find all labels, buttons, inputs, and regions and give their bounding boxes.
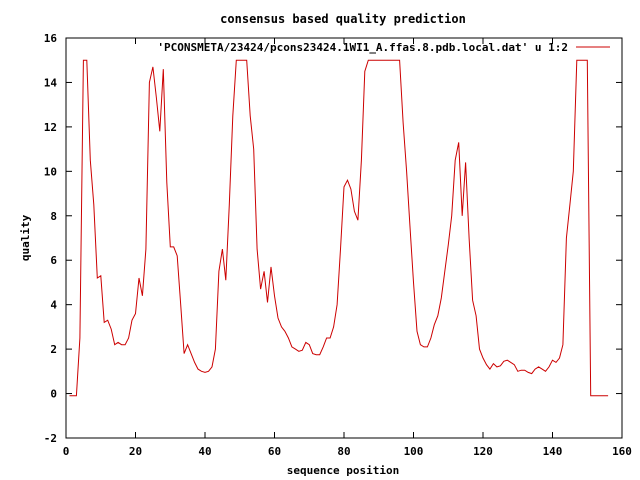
x-tick-label: 40 [198,445,211,458]
x-tick-label: 60 [268,445,281,458]
x-tick-label: 140 [543,445,563,458]
chart-title: consensus based quality prediction [220,12,466,26]
y-axis-label: quality [19,214,32,261]
x-tick-label: 160 [612,445,632,458]
y-tick-label: -2 [44,432,57,445]
x-tick-label: 80 [337,445,350,458]
y-axis: -2 0 2 4 6 8 10 12 14 16 [44,32,622,445]
legend: 'PCONSMETA/23424/pcons23424.1WI1_A.ffas.… [157,41,610,54]
x-axis: 0 20 40 60 80 100 120 140 160 [63,38,632,458]
series-line-quality [69,59,609,397]
x-tick-label: 20 [129,445,142,458]
legend-label: 'PCONSMETA/23424/pcons23424.1WI1_A.ffas.… [157,41,568,54]
y-tick-label: 0 [50,388,57,401]
y-tick-label: 14 [44,76,58,89]
y-tick-label: 6 [50,254,57,267]
x-tick-label: 0 [63,445,70,458]
y-tick-label: 10 [44,165,57,178]
y-tick-label: 2 [50,343,57,356]
x-axis-label: sequence position [287,464,400,477]
y-tick-label: 12 [44,121,57,134]
x-tick-label: 100 [404,445,424,458]
x-tick-label: 120 [473,445,493,458]
y-tick-label: 4 [50,299,57,312]
y-tick-label: 16 [44,32,58,45]
y-tick-label: 8 [50,210,57,223]
